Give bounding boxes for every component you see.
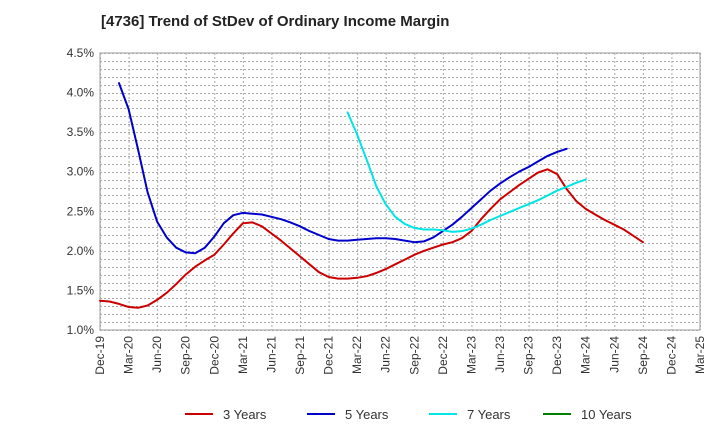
y-tick-label: 4.0% <box>67 86 95 100</box>
y-tick-label: 3.5% <box>67 125 95 139</box>
series-line-7-years <box>346 111 587 233</box>
x-tick-label: Sep-24 <box>636 336 650 375</box>
axes: 1.0% 1.5% 2.0% 2.5% 3.0% 3.5% 4.0% 4.5% Dec-19 Ma… <box>67 46 707 375</box>
x-tick-label: Jun-21 <box>264 336 278 373</box>
x-tick-label: Dec-19 <box>93 336 107 375</box>
x-tick-label: Jun-24 <box>607 336 621 373</box>
y-tick-label: 2.0% <box>67 244 95 258</box>
y-tick-label: 2.5% <box>67 204 95 218</box>
series-line-5-years <box>118 82 568 255</box>
x-tick-label: Jun-20 <box>150 336 164 373</box>
y-tick-label: 3.0% <box>67 165 95 179</box>
series-line-3-years <box>99 168 644 309</box>
x-tick-label: Sep-21 <box>293 336 307 375</box>
x-tick-label: Jun-23 <box>493 336 507 373</box>
y-tick-label: 4.5% <box>67 46 95 60</box>
series-lines <box>99 82 644 309</box>
x-tick-label: Mar-22 <box>350 336 364 374</box>
x-tick-label: Jun-22 <box>379 336 393 373</box>
legend: 3 Years 5 Years 7 Years 10 Years <box>185 407 632 422</box>
x-tick-label: Mar-24 <box>579 336 593 374</box>
x-tick-label: Dec-22 <box>436 336 450 375</box>
y-tick-label: 1.0% <box>67 323 95 337</box>
legend-label: 5 Years <box>345 407 389 422</box>
x-tick-label: Sep-20 <box>179 336 193 375</box>
x-tick-label: Dec-20 <box>207 336 221 375</box>
grid-lines <box>99 52 701 331</box>
x-tick-label: Mar-20 <box>122 336 136 374</box>
chart-title: [4736] Trend of StDev of Ordinary Income… <box>101 13 450 30</box>
legend-label: 7 Years <box>467 407 511 422</box>
x-tick-label: Dec-21 <box>322 336 336 375</box>
x-tick-label: Sep-23 <box>522 336 536 375</box>
x-tick-label: Mar-25 <box>693 336 707 374</box>
x-tick-label: Mar-23 <box>464 336 478 374</box>
x-tick-label: Mar-21 <box>236 336 250 374</box>
x-tick-label: Sep-22 <box>407 336 421 375</box>
x-tick-label: Dec-23 <box>550 336 564 375</box>
plot-area <box>99 52 701 331</box>
legend-label: 10 Years <box>581 407 632 422</box>
x-tick-label: Dec-24 <box>664 336 678 375</box>
legend-label: 3 Years <box>223 407 267 422</box>
y-tick-label: 1.5% <box>67 283 95 297</box>
